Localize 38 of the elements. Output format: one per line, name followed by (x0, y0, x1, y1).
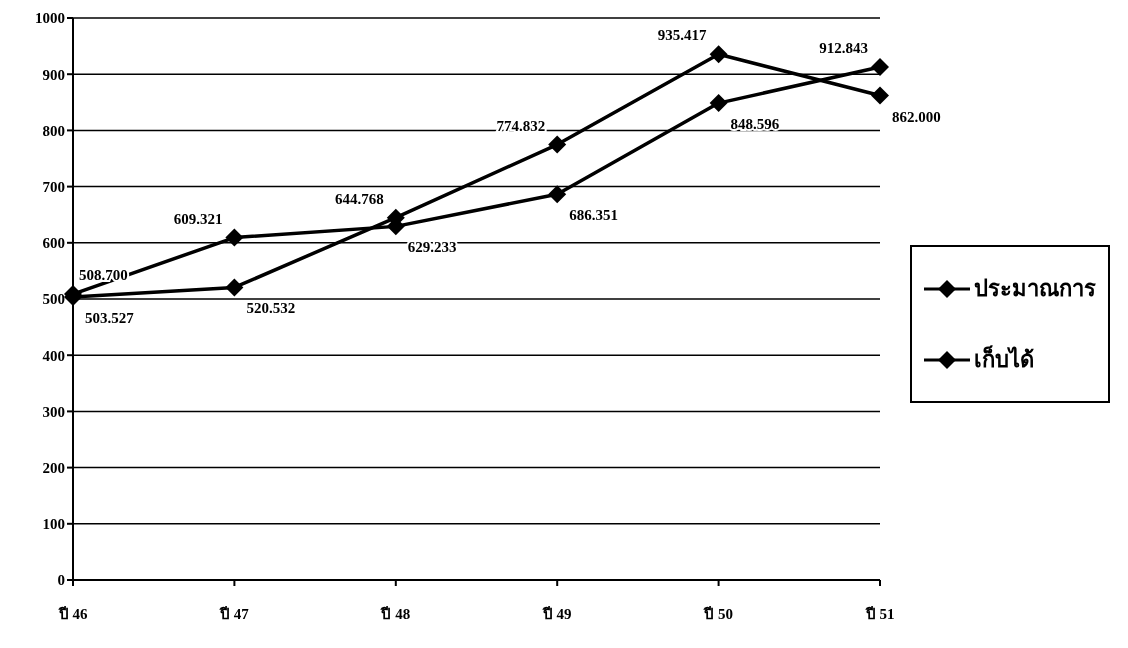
x-tick-label: ปี 50 (703, 605, 733, 622)
y-tick-label: 100 (42, 516, 65, 533)
y-tick-label: 800 (42, 122, 65, 139)
point (709, 45, 728, 64)
data-label: 848.596 (730, 116, 780, 133)
point (225, 228, 244, 247)
data-label: 912.843 (819, 39, 868, 56)
x-tick-label: ปี 48 (380, 605, 411, 622)
data-label: 935.417 (657, 27, 708, 44)
x-tick-label: ปี 46 (57, 605, 88, 622)
y-tick-label: 1000 (35, 10, 65, 27)
point (225, 278, 244, 297)
data-label: 686.351 (569, 207, 618, 224)
legend-label: เก็บได้ (974, 344, 1034, 374)
data-label: 629.233 (407, 239, 457, 256)
y-tick-label: 600 (42, 235, 65, 252)
point (548, 135, 567, 154)
data-label: 862.000 (892, 108, 941, 125)
y-tick-label: 0 (57, 572, 65, 589)
data-label: 609.321 (173, 210, 223, 227)
y-tick-label: 900 (42, 66, 65, 83)
x-tick-label: ปี 51 (864, 605, 895, 622)
data-label: 520.532 (246, 300, 296, 317)
data-label: 774.832 (496, 117, 546, 134)
x-tick-label: ปี 49 (541, 605, 572, 622)
legend-label: ประมาณการ (974, 275, 1096, 303)
x-tick-label: ปี 47 (219, 605, 250, 622)
y-tick-label: 400 (42, 347, 65, 364)
point (709, 94, 728, 113)
point (871, 57, 889, 76)
data-label: 503.527 (85, 310, 135, 327)
y-tick-label: 200 (42, 459, 65, 476)
point (871, 86, 889, 105)
data-label: 644.768 (335, 190, 384, 207)
point (548, 185, 567, 204)
y-tick-label: 700 (42, 178, 65, 195)
y-tick-label: 500 (42, 291, 65, 308)
y-tick-label: 300 (42, 403, 65, 420)
